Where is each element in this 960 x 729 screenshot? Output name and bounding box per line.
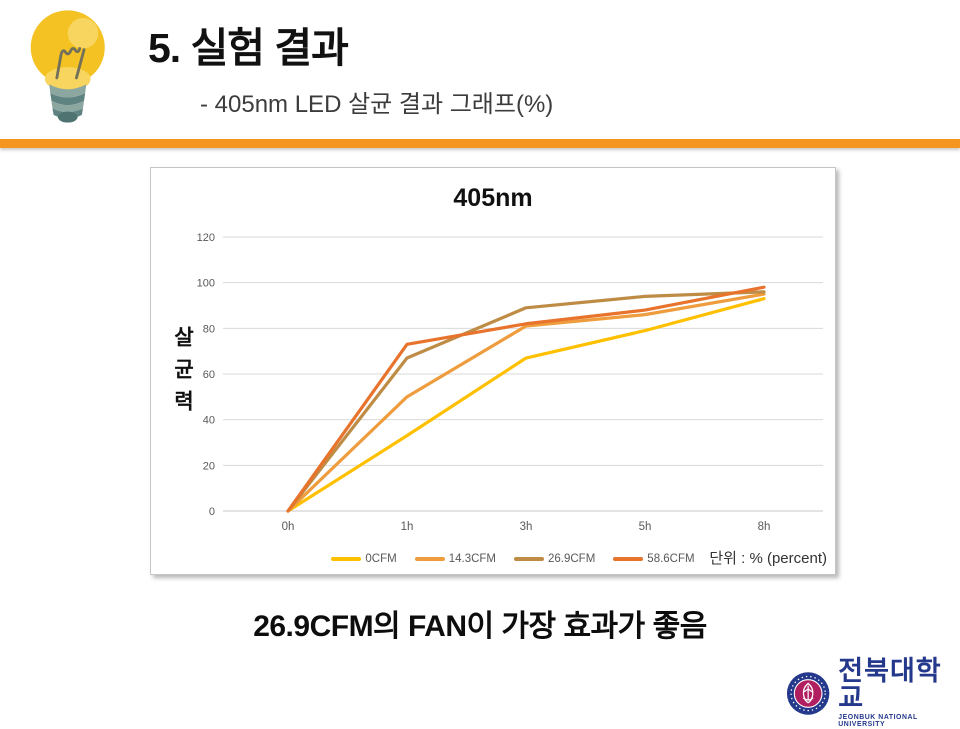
svg-text:5h: 5h bbox=[639, 521, 652, 533]
svg-text:0: 0 bbox=[209, 506, 215, 518]
y-axis-ticks: 0 20 40 60 80 100 120 bbox=[197, 232, 215, 518]
series-line-58.6CFM bbox=[286, 285, 766, 513]
svg-text:1h: 1h bbox=[401, 521, 414, 533]
svg-text:20: 20 bbox=[203, 460, 215, 472]
logo-korean-name: 전북대학교 bbox=[838, 656, 942, 713]
page-subtitle: - 405nm LED 살균 결과 그래프(%) bbox=[200, 91, 554, 118]
page-title: 5. 실험 결과 bbox=[148, 25, 349, 71]
y-axis-label: 살균력 bbox=[171, 326, 194, 422]
svg-text:8h: 8h bbox=[758, 521, 771, 533]
svg-text:80: 80 bbox=[203, 323, 215, 335]
legend-label: 0CFM bbox=[365, 553, 397, 565]
svg-text:100: 100 bbox=[197, 278, 215, 290]
legend-item-58.6CFM: 58.6CFM bbox=[613, 553, 695, 565]
conclusion-text: 26.9CFM의 FAN이 가장 효과가 좋음 bbox=[253, 610, 707, 643]
logo-english-name: JEONBUK NATIONAL UNIVERSITY bbox=[838, 714, 918, 728]
unit-note: 단위 : % (percent) bbox=[709, 550, 827, 567]
legend-item-14.3CFM: 14.3CFM bbox=[414, 553, 496, 565]
x-axis-ticks: 0h 1h 3h 5h 8h bbox=[282, 521, 771, 533]
series-line-14.3CFM bbox=[286, 292, 766, 513]
svg-text:120: 120 bbox=[197, 232, 215, 244]
svg-text:0h: 0h bbox=[282, 521, 295, 533]
university-emblem-icon bbox=[786, 672, 830, 715]
legend-item-26.9CFM: 26.9CFM bbox=[514, 553, 595, 565]
legend-swatch bbox=[414, 557, 445, 561]
chart-panel: 0 20 40 60 80 100 120 0h 1h 3h 5h 8h 405nm 살균력 0CF… bbox=[150, 167, 836, 575]
series-line-26.9CFM bbox=[286, 290, 766, 513]
svg-text:3h: 3h bbox=[520, 521, 533, 533]
chart-legend: 0CFM 14.3CFM 26.9CFM 58.6CFM bbox=[171, 553, 855, 565]
university-logo: 전북대학교 JEONBUK NATIONAL UNIVERSITY bbox=[786, 658, 960, 729]
legend-swatch bbox=[514, 557, 544, 561]
series-line-0CFM bbox=[286, 297, 766, 513]
legend-label: 26.9CFM bbox=[548, 553, 596, 565]
legend-swatch bbox=[613, 557, 644, 561]
gridlines bbox=[223, 236, 823, 512]
chart-title: 405nm bbox=[453, 184, 533, 212]
svg-text:60: 60 bbox=[203, 369, 215, 381]
legend-item-0CFM: 0CFM bbox=[331, 553, 397, 565]
legend-label: 14.3CFM bbox=[448, 553, 496, 565]
legend-swatch bbox=[331, 557, 362, 561]
legend-label: 58.6CFM bbox=[647, 553, 695, 565]
series-lines bbox=[286, 285, 766, 513]
lightbulb-icon bbox=[30, 10, 105, 123]
line-chart: 0 20 40 60 80 100 120 0h 1h 3h 5h 8h bbox=[197, 232, 823, 533]
svg-text:40: 40 bbox=[203, 415, 215, 427]
accent-divider bbox=[0, 139, 960, 148]
